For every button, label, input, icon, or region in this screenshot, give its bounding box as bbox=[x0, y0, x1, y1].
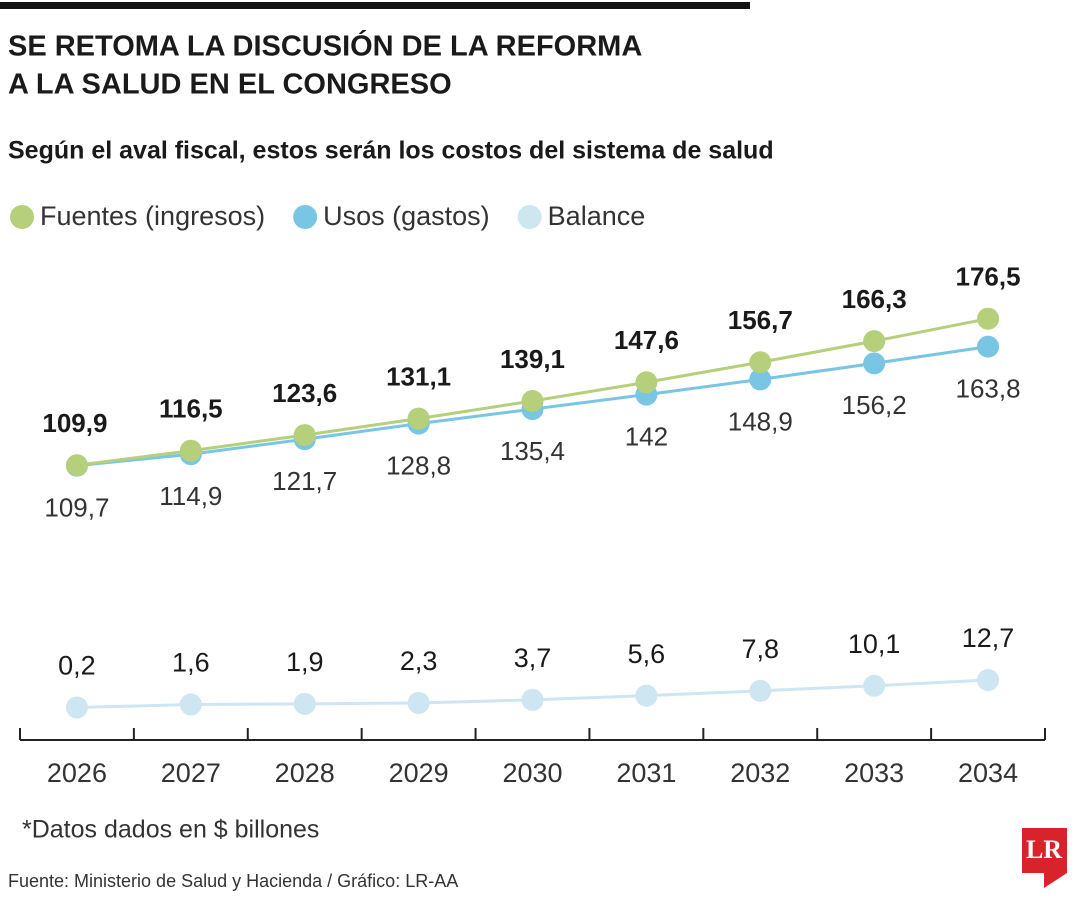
x-tick-label: 2030 bbox=[502, 758, 562, 788]
data-point bbox=[749, 368, 772, 391]
value-label: 148,9 bbox=[728, 406, 793, 436]
logo: LR bbox=[1022, 828, 1067, 888]
data-point bbox=[65, 454, 88, 477]
value-label: 1,9 bbox=[286, 647, 324, 677]
chart-subtitle: Según el aval fiscal, estos serán los co… bbox=[8, 137, 774, 165]
legend-marker bbox=[517, 205, 542, 229]
value-label: 7,8 bbox=[742, 634, 780, 664]
value-label: 156,2 bbox=[842, 390, 907, 420]
x-tick-label: 2029 bbox=[389, 758, 449, 788]
x-tick-label: 2032 bbox=[730, 758, 790, 788]
x-tick-label: 2033 bbox=[844, 758, 904, 788]
logo-box bbox=[1022, 828, 1067, 873]
data-point bbox=[407, 691, 430, 714]
logo-tail bbox=[1044, 873, 1067, 888]
value-label: 1,6 bbox=[172, 648, 210, 678]
value-label: 139,1 bbox=[500, 344, 565, 374]
data-point bbox=[179, 439, 202, 462]
x-tick-label: 2034 bbox=[958, 758, 1018, 788]
value-label: 142 bbox=[625, 421, 668, 451]
top-bar bbox=[0, 2, 750, 9]
data-point bbox=[293, 692, 316, 715]
data-point bbox=[977, 669, 1000, 692]
data-point bbox=[65, 696, 88, 719]
value-label: 156,7 bbox=[728, 305, 793, 335]
data-point bbox=[977, 335, 1000, 358]
value-label: 147,6 bbox=[614, 325, 679, 355]
legend-marker bbox=[293, 205, 318, 229]
source: Fuente: Ministerio de Salud y Hacienda /… bbox=[8, 871, 458, 891]
value-label: 176,5 bbox=[956, 262, 1021, 292]
data-point bbox=[407, 407, 430, 430]
data-point bbox=[521, 389, 544, 412]
legend-marker bbox=[10, 205, 34, 229]
value-label: 12,7 bbox=[962, 623, 1015, 653]
legend-label: Balance bbox=[548, 201, 646, 231]
value-label: 109,9 bbox=[42, 408, 107, 438]
data-point bbox=[863, 352, 886, 375]
value-label: 128,8 bbox=[386, 451, 451, 481]
value-label: 3,7 bbox=[514, 643, 552, 673]
logo-text: LR bbox=[1026, 835, 1062, 864]
x-tick-label: 2028 bbox=[275, 758, 335, 788]
data-point bbox=[863, 674, 886, 697]
data-point bbox=[749, 679, 772, 702]
data-point bbox=[293, 424, 316, 447]
value-label: 109,7 bbox=[44, 493, 109, 523]
data-point bbox=[635, 684, 658, 707]
value-label: 5,6 bbox=[628, 639, 666, 669]
x-tick-label: 2026 bbox=[47, 758, 107, 788]
legend-label: Fuentes (ingresos) bbox=[40, 201, 265, 231]
value-label: 2,3 bbox=[400, 646, 438, 676]
data-point bbox=[179, 693, 202, 716]
legend-label: Usos (gastos) bbox=[323, 201, 490, 231]
value-label: 131,1 bbox=[386, 361, 451, 391]
x-tick-label: 2031 bbox=[616, 758, 676, 788]
value-label: 121,7 bbox=[272, 466, 337, 496]
note: *Datos dados en $ billones bbox=[22, 816, 319, 844]
value-label: 0,2 bbox=[58, 651, 96, 681]
value-label: 163,8 bbox=[956, 374, 1021, 404]
value-label: 123,6 bbox=[272, 378, 337, 408]
chart-title: SE RETOMA LA DISCUSIÓN DE LA REFORMA bbox=[8, 29, 642, 63]
chart-title: A LA SALUD EN EL CONGRESO bbox=[8, 69, 452, 101]
data-point bbox=[635, 371, 658, 394]
data-point bbox=[863, 330, 886, 353]
x-tick-label: 2027 bbox=[161, 758, 221, 788]
value-label: 10,1 bbox=[848, 629, 901, 659]
data-point bbox=[749, 351, 772, 374]
data-point bbox=[521, 688, 544, 711]
value-label: 116,5 bbox=[159, 394, 223, 424]
value-label: 166,3 bbox=[842, 284, 907, 314]
value-label: 135,4 bbox=[500, 436, 565, 466]
data-point bbox=[977, 307, 1000, 330]
value-label: 114,9 bbox=[159, 481, 222, 511]
